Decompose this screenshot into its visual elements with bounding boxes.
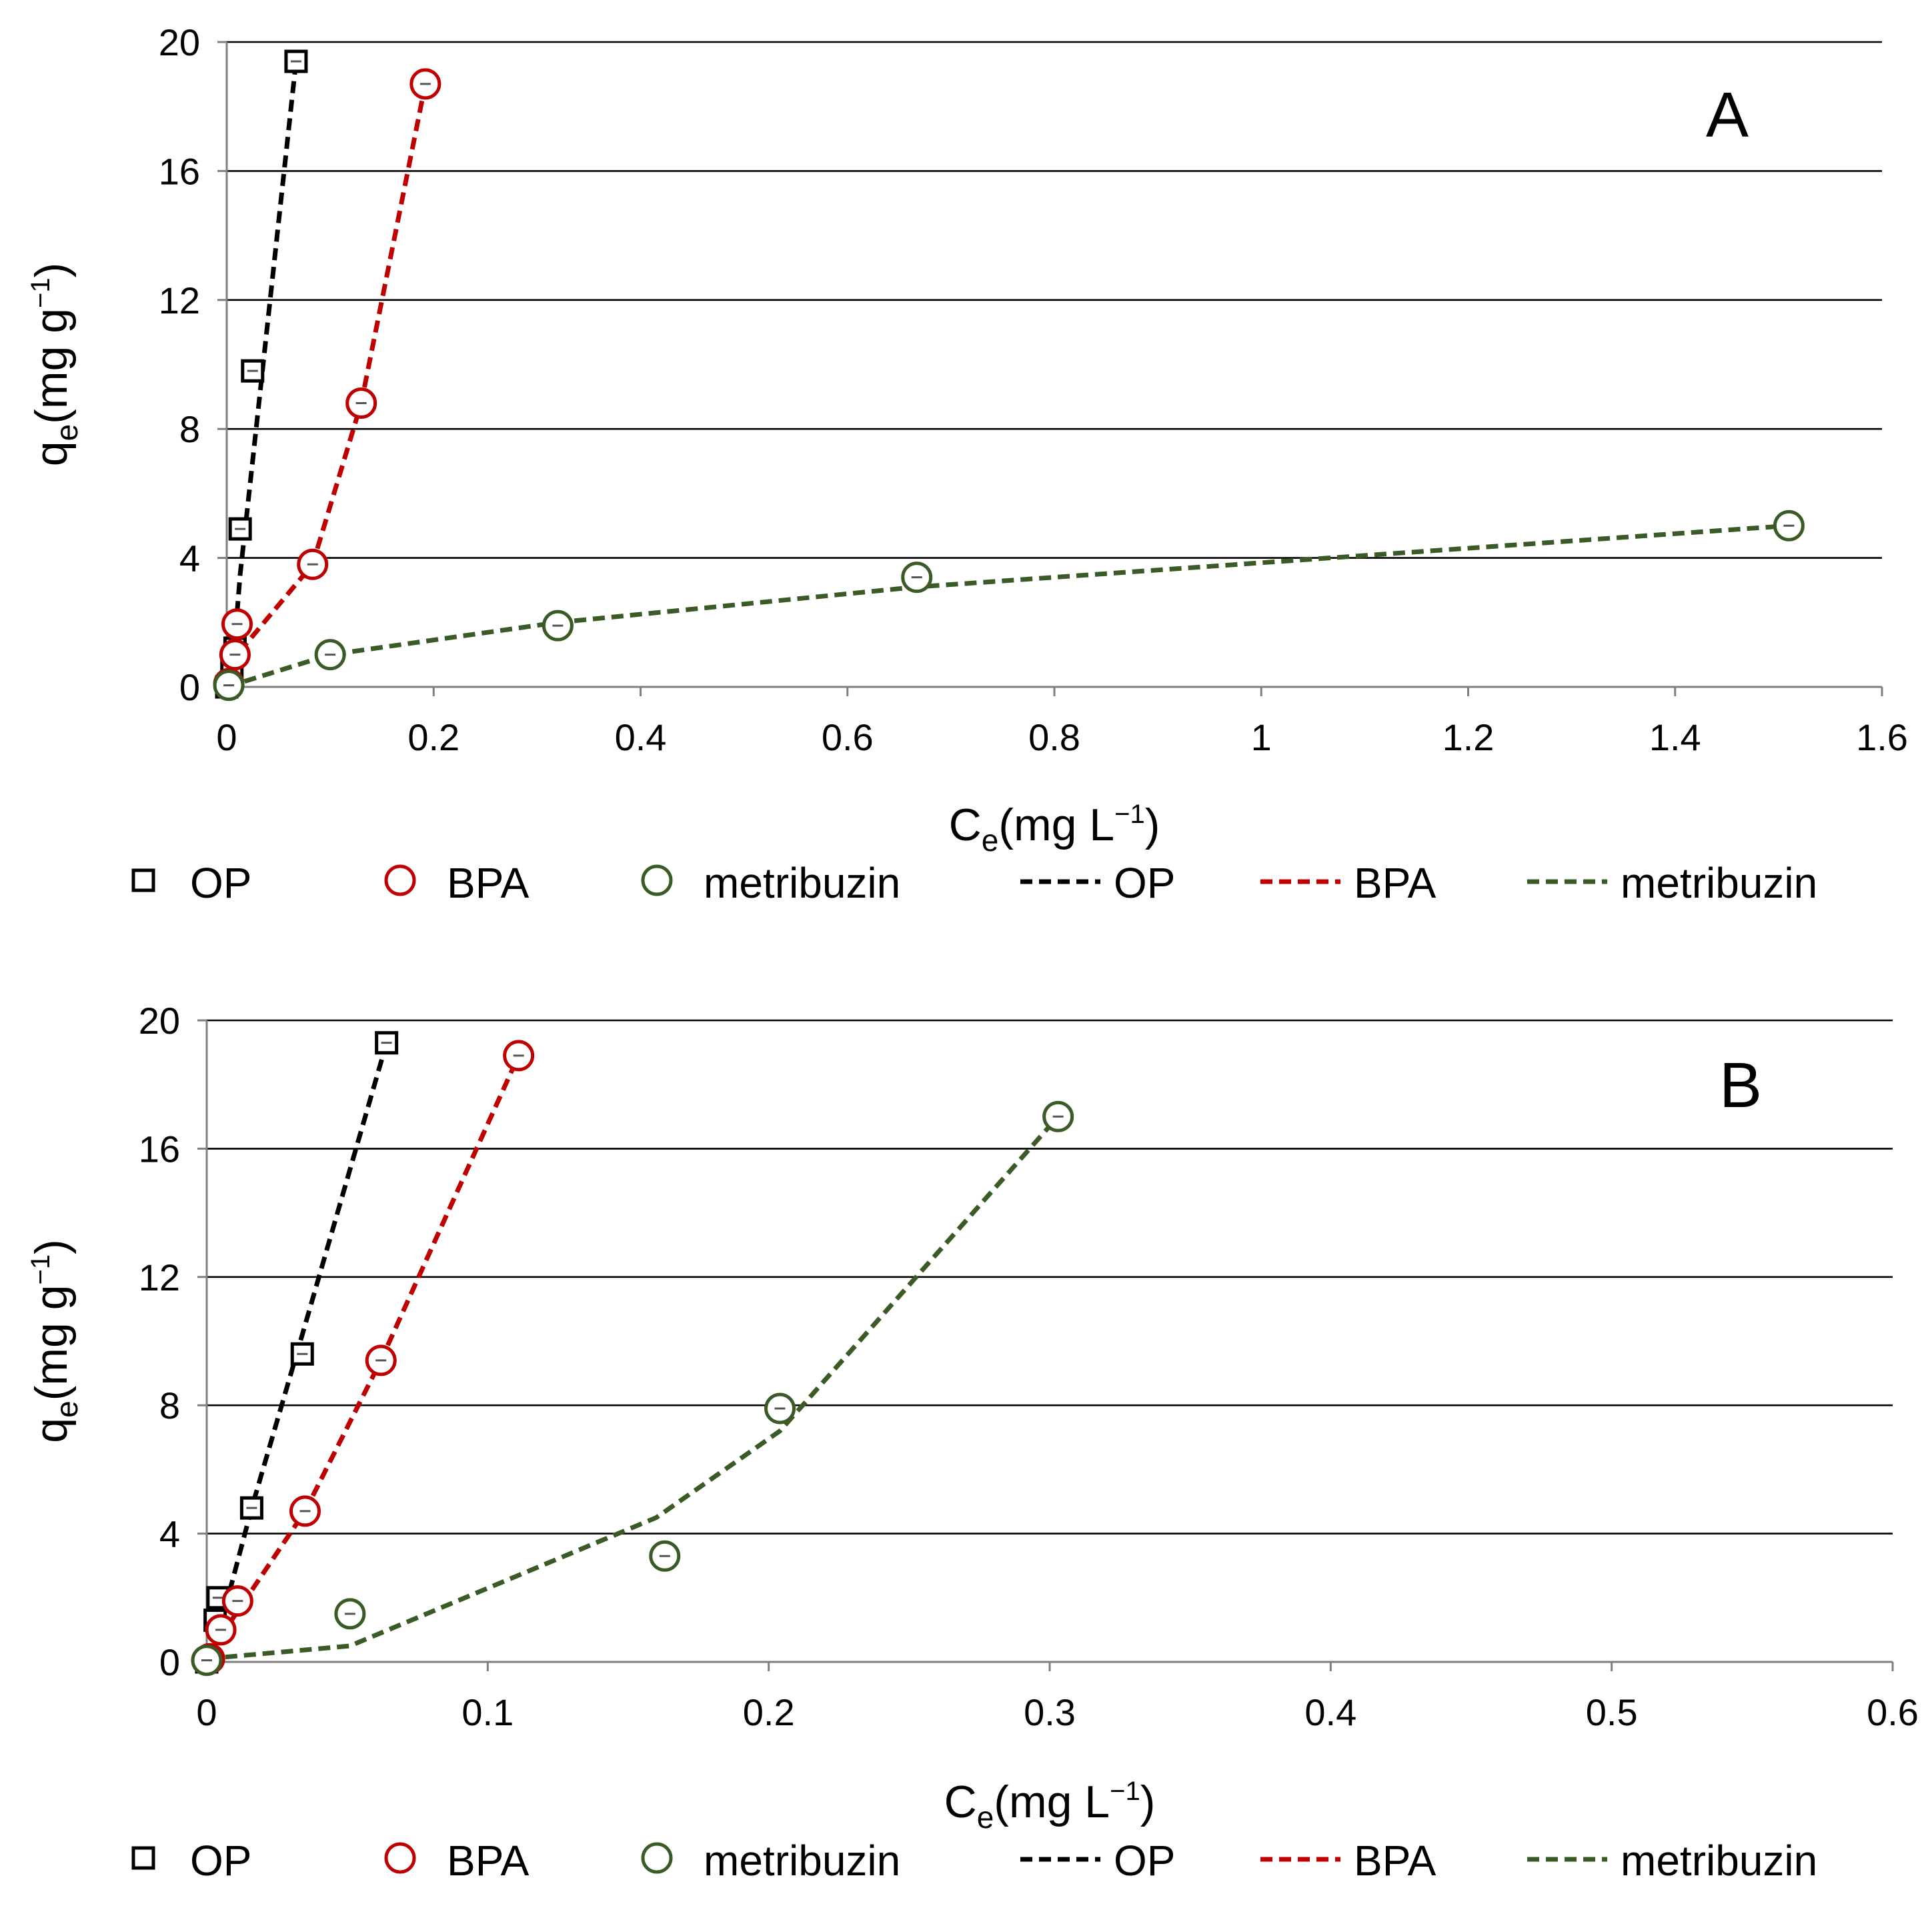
panel-letter: A: [1706, 79, 1749, 151]
x-axis-title-sup: −1: [1110, 1777, 1140, 1806]
legend-marker-BPA: [384, 864, 416, 896]
legend-label: BPA: [1354, 859, 1436, 907]
x-axis-title-unit_after: ): [1145, 800, 1160, 850]
y-axis-title-sup: −1: [26, 1254, 55, 1285]
y-tick-label: 20: [139, 1000, 180, 1042]
y-tick-label: 4: [179, 538, 200, 580]
x-tick-label: 0.2: [407, 716, 459, 758]
x-axis-title-sub: e: [982, 823, 999, 858]
legend-label: OP: [190, 859, 251, 907]
fit-line-OP: [213, 1042, 389, 1647]
y-axis-title-unit_after: ): [26, 263, 77, 278]
y-tick-label: 8: [179, 408, 200, 450]
fit-line-metribuzin: [225, 523, 1789, 690]
legend-marker-metribuzin: [641, 1842, 673, 1874]
y-tick-label: 0: [179, 666, 200, 708]
y-axis-title: qe(mg g−1): [26, 263, 84, 467]
y-axis-title-unit_after: ): [26, 1239, 77, 1254]
y-tick-label: 8: [159, 1384, 180, 1426]
panel-letter: B: [1719, 1050, 1762, 1121]
x-axis-title-sub: e: [977, 1800, 994, 1835]
y-tick-label: 4: [159, 1513, 180, 1555]
x-axis-title-unit_after: ): [1140, 1777, 1156, 1827]
y-tick-label: 12: [159, 279, 200, 321]
x-tick-label: 0.8: [1028, 716, 1080, 758]
legend-marker-BPA: [384, 1842, 416, 1874]
y-axis-title-sub: e: [49, 424, 84, 441]
y-axis-title-unit_before: (mg g: [26, 1285, 77, 1401]
y-axis-title: qe(mg g−1): [26, 1239, 84, 1443]
x-axis-title: Ce(mg L−1): [949, 800, 1160, 858]
x-axis-title-main: C: [949, 800, 982, 850]
x-tick-label: 0: [196, 1691, 217, 1733]
legend-marker-metribuzin: [641, 864, 673, 896]
x-tick-label: 1.6: [1856, 716, 1908, 758]
legend-label: metribuzin: [1621, 859, 1817, 907]
x-tick-label: 1.4: [1649, 716, 1701, 758]
y-axis-title-main: q: [26, 1418, 77, 1443]
x-axis-title-sup: −1: [1114, 800, 1145, 829]
fit-line-OP: [224, 61, 299, 688]
x-axis-title: Ce(mg L−1): [944, 1777, 1156, 1835]
x-tick-label: 0: [216, 716, 237, 758]
y-tick-label: 12: [139, 1256, 180, 1298]
y-tick-label: 20: [159, 21, 200, 63]
x-tick-label: 0.4: [1304, 1691, 1356, 1733]
legend-label: OP: [190, 1837, 251, 1885]
legend-label: metribuzin: [1621, 1837, 1817, 1885]
legend-label: OP: [1114, 859, 1175, 907]
x-tick-label: 0.6: [1867, 1691, 1919, 1733]
legend-label: metribuzin: [704, 1837, 900, 1885]
x-tick-label: 0.2: [743, 1691, 795, 1733]
y-tick-label: 0: [159, 1641, 180, 1683]
data-point-OP: [241, 359, 265, 383]
x-tick-label: 1: [1251, 716, 1272, 758]
legend-label: BPA: [447, 1837, 530, 1885]
x-tick-label: 0.3: [1024, 1691, 1076, 1733]
legend-label: OP: [1114, 1837, 1175, 1885]
fit-line-metribuzin: [206, 1114, 1060, 1661]
y-tick-label: 16: [139, 1128, 180, 1170]
x-tick-label: 1.2: [1442, 716, 1495, 758]
y-tick-label: 16: [159, 150, 200, 192]
legend-label: metribuzin: [704, 859, 900, 907]
y-axis-title-sub: e: [49, 1400, 84, 1418]
y-axis-title-unit_before: (mg g: [26, 308, 77, 424]
x-axis-title-unit_before: (mg L: [998, 800, 1114, 850]
x-tick-label: 0.6: [822, 716, 874, 758]
y-axis-title-main: q: [26, 441, 77, 466]
x-axis-title-main: C: [944, 1777, 977, 1827]
legend-marker-OP: [131, 868, 155, 892]
x-tick-label: 0.1: [461, 1691, 514, 1733]
legend-label: BPA: [447, 859, 530, 907]
fit-line-BPA: [219, 1054, 521, 1638]
x-axis-title-unit_before: (mg L: [994, 1777, 1110, 1827]
x-tick-label: 0.4: [615, 716, 667, 758]
fit-line-BPA: [224, 83, 428, 688]
legend-marker-OP: [131, 1846, 155, 1870]
x-tick-label: 0.5: [1586, 1691, 1638, 1733]
y-axis-title-sup: −1: [26, 277, 55, 308]
legend-label: BPA: [1354, 1837, 1436, 1885]
data-point-OP: [239, 1496, 263, 1520]
